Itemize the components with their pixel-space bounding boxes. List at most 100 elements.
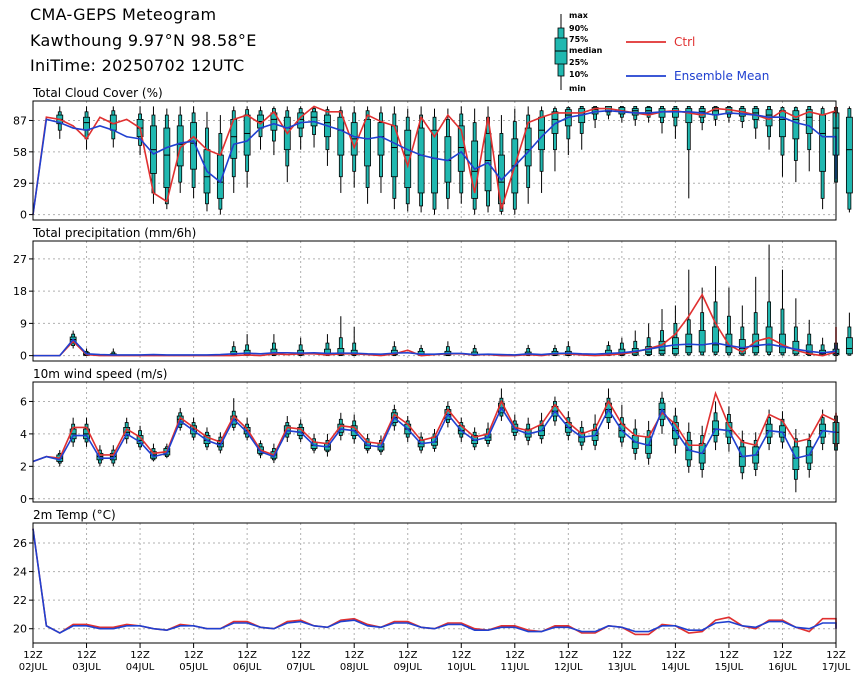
legend-box-label: min: [569, 84, 586, 93]
ensemble-box: [83, 417, 90, 447]
box-inner: [645, 346, 653, 355]
y-tick-label: 18: [13, 285, 27, 298]
ensemble-box: [230, 398, 238, 431]
ensemble-box: [551, 106, 559, 172]
ensemble-box: [109, 106, 117, 148]
y-tick-label: 20: [13, 623, 27, 636]
box-inner: [792, 340, 800, 355]
ensemble-box: [845, 106, 853, 213]
ensemble-box: [350, 326, 358, 357]
panel-1: Total Cloud Cover (%) 87 58 29 0: [13, 86, 853, 222]
x-tick-hour: 12Z: [291, 650, 311, 661]
legend-box-label: 75%: [569, 35, 588, 44]
x-tick-hour: 12Z: [559, 650, 579, 661]
legend-mean-label: Ensemble Mean: [674, 69, 769, 83]
legend: max 90% 75% median 25% 10% min Ctrl Ensemble Mea…: [554, 11, 769, 93]
box-outer: [780, 308, 785, 356]
y-tick-label: 4: [20, 428, 27, 441]
ensemble-mean-line: [32, 406, 837, 463]
ctrl-line: [32, 105, 837, 215]
box-inner: [457, 125, 465, 172]
box-inner: [698, 330, 706, 353]
y-tick-label: 27: [13, 253, 27, 266]
ensemble-box: [792, 298, 800, 356]
panel-title: Total precipitation (mm/6h): [32, 226, 196, 240]
box-inner: [524, 127, 532, 167]
ensemble-box: [324, 334, 331, 357]
legend-box-label: max: [569, 11, 589, 20]
x-tick-hour: 12Z: [344, 650, 364, 661]
x-tick-hour: 12Z: [237, 650, 257, 661]
panel-frame: [32, 100, 837, 221]
panel-title: 2m Temp (°C): [33, 508, 116, 522]
y-tick-label: 24: [13, 566, 27, 579]
chart-title: CMA-GEPS Meteogram: [30, 5, 217, 24]
x-tick-hour: 12Z: [184, 650, 204, 661]
box-inner: [364, 118, 371, 167]
ensemble-box: [658, 309, 666, 356]
box-inner: [377, 122, 385, 156]
ensemble-box: [779, 269, 786, 356]
ensemble-box: [337, 316, 345, 357]
ensemble-box: [645, 420, 653, 465]
x-tick-hour: 12Z: [773, 650, 793, 661]
legend-ctrl-label: Ctrl: [674, 35, 695, 49]
y-tick-label: 29: [13, 177, 27, 190]
x-tick-date: 03JUL: [72, 662, 101, 673]
box-inner: [283, 425, 291, 435]
ensemble-box: [538, 106, 545, 193]
ensemble-box: [83, 106, 90, 150]
location-label: Kawthoung 9.97°N 98.58°E: [30, 31, 257, 50]
x-tick-date: 05JUL: [179, 662, 208, 673]
x-tick-date: 16JUL: [768, 662, 797, 673]
ensemble-box: [792, 106, 800, 183]
box-inner: [417, 127, 425, 194]
x-tick-hour: 12Z: [719, 650, 739, 661]
x-tick-date: 08JUL: [340, 662, 369, 673]
box-inner: [779, 110, 786, 138]
panel-2: Total precipitation (mm/6h) 27 18 9 0: [13, 226, 853, 363]
box-inner: [805, 109, 813, 134]
y-tick-label: 2: [20, 460, 27, 473]
box-inner: [591, 107, 599, 115]
ensemble-box: [698, 106, 706, 131]
y-tick-label: 0: [20, 493, 27, 506]
ensemble-box: [765, 106, 773, 150]
box-inner: [337, 348, 345, 356]
x-tick-hour: 12Z: [826, 650, 846, 661]
panel-frame: [32, 522, 837, 644]
panel-frame: [32, 240, 837, 362]
y-tick-label: 6: [20, 395, 27, 408]
ensemble-box: [805, 106, 813, 172]
ensemble-box: [216, 115, 224, 215]
box-inner: [310, 111, 318, 127]
legend-box-label: 10%: [569, 70, 588, 79]
ensemble-box: [163, 108, 171, 210]
box-inner: [243, 114, 251, 156]
x-tick-date: 04JUL: [126, 662, 155, 673]
ensemble-box: [377, 106, 385, 193]
panel-frame: [32, 381, 837, 503]
ensemble-box: [337, 106, 345, 193]
ensemble-box: [190, 106, 198, 199]
x-tick-date: 11JUL: [501, 662, 530, 673]
ensemble-box: [283, 106, 291, 183]
ensemble-box: [712, 401, 719, 451]
ensemble-box: [779, 411, 786, 449]
box-inner: [712, 326, 719, 353]
ensemble-mean-line: [32, 528, 837, 634]
box-outer: [338, 337, 343, 357]
ensemble-box: [712, 266, 719, 356]
x-tick-hour: 12Z: [505, 650, 525, 661]
box-inner: [431, 129, 438, 194]
box-inner: [712, 420, 719, 436]
ensemble-box: [712, 106, 719, 126]
x-tick-date: 14JUL: [661, 662, 690, 673]
panel-3: 10m wind speed (m/s) 6 4 2 0: [20, 367, 840, 506]
box-inner: [845, 337, 853, 355]
ensemble-box: [564, 106, 572, 156]
x-tick-date: 09JUL: [393, 662, 422, 673]
ensemble-box: [685, 106, 693, 199]
legend-box-label: median: [569, 46, 603, 55]
